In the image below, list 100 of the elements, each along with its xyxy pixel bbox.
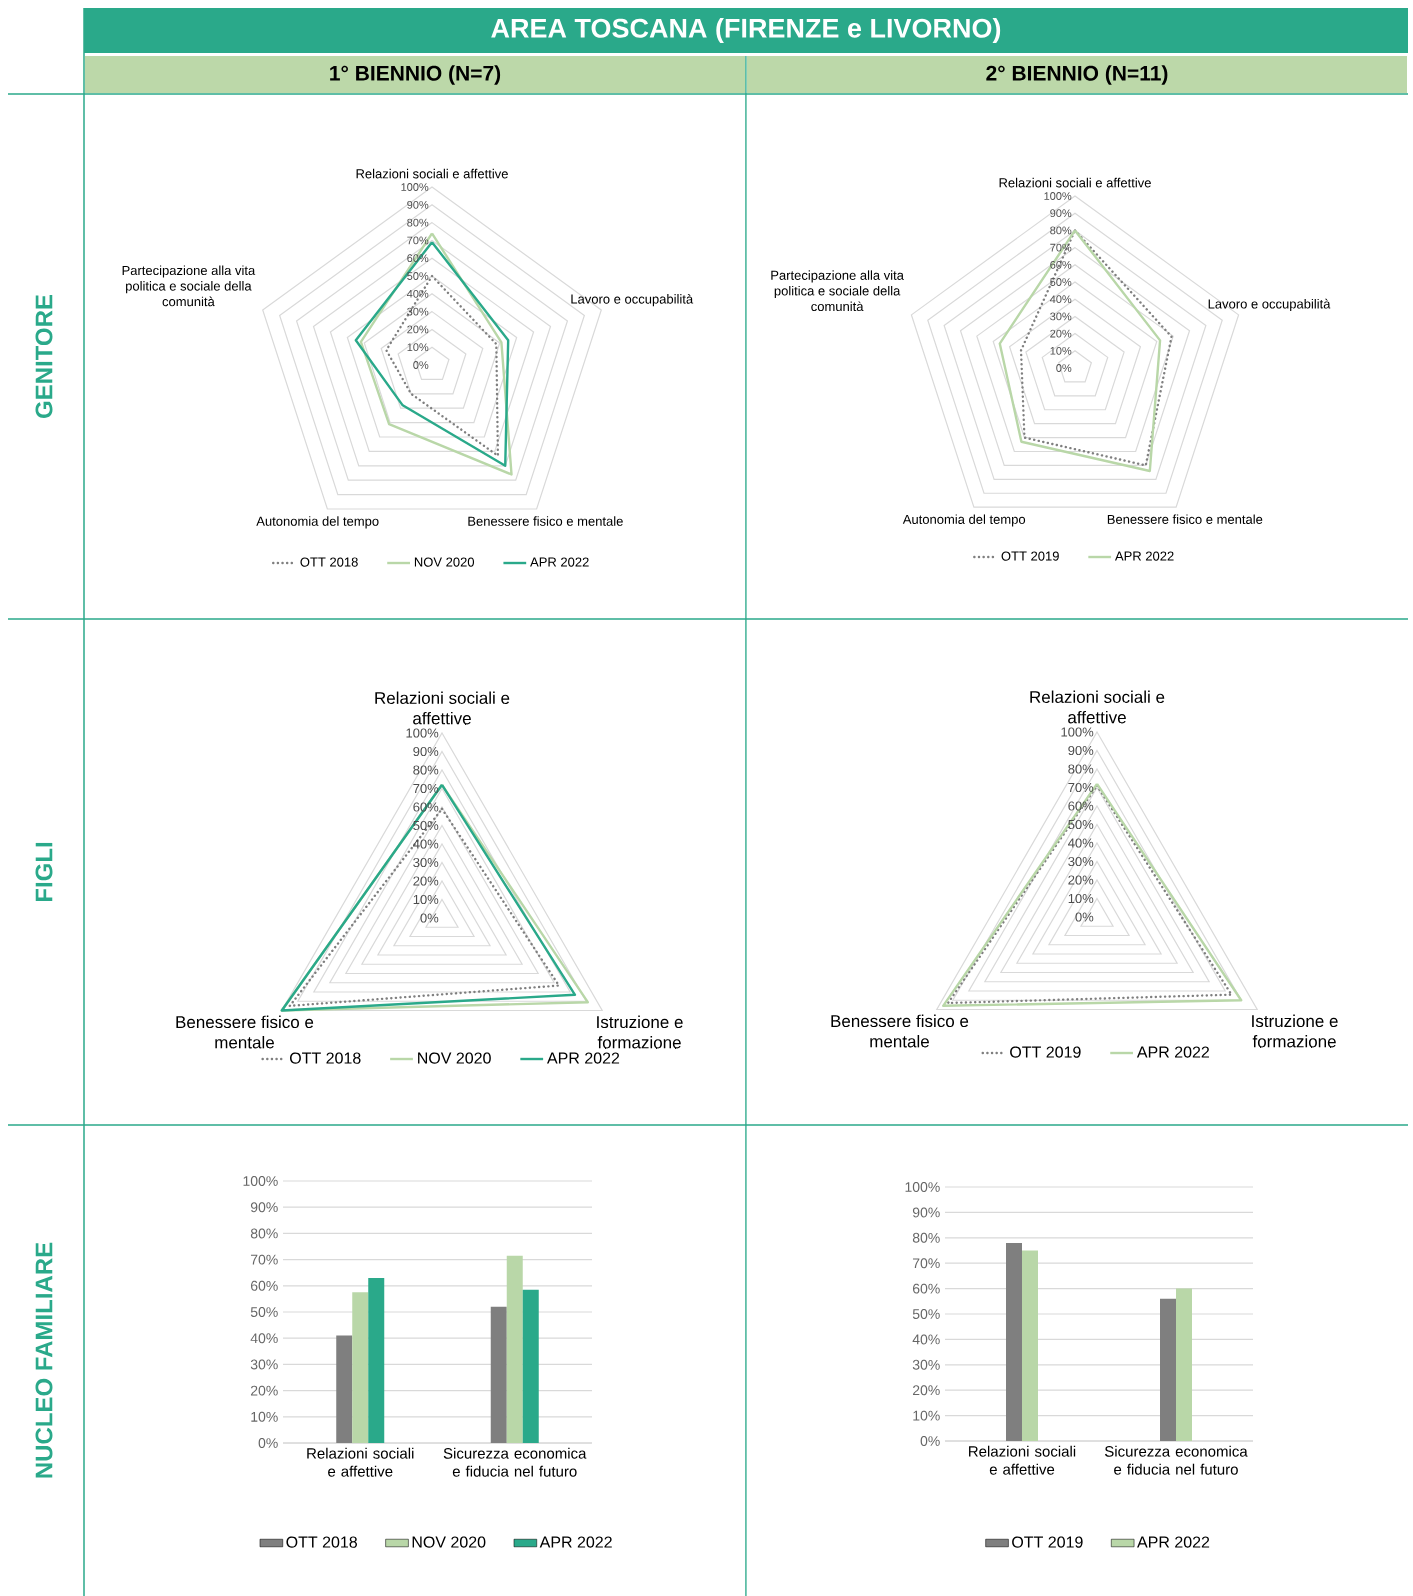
legend-label: APR 2022 bbox=[1136, 1046, 1209, 1058]
y-tick-label: 0% bbox=[420, 913, 439, 923]
y-tick-label: 40% bbox=[413, 839, 439, 849]
spoke-label: Autonomia del tempo bbox=[902, 514, 1026, 527]
y-tick-label: 50% bbox=[912, 1309, 940, 1319]
y-tick-label: 20% bbox=[407, 325, 429, 334]
y-tick-label: 70% bbox=[1068, 782, 1094, 793]
y-tick-label: 0% bbox=[258, 1438, 278, 1448]
y-tick-label: 50% bbox=[413, 820, 439, 831]
y-tick-label: 60% bbox=[250, 1280, 278, 1291]
legend-label: APR 2022 bbox=[530, 557, 589, 567]
y-tick-label: 80% bbox=[1068, 764, 1094, 774]
y-tick-label: 90% bbox=[1050, 209, 1072, 218]
y-tick-label: 70% bbox=[1050, 243, 1072, 252]
y-tick-label: 50% bbox=[1050, 278, 1072, 286]
y-tick-label: 100% bbox=[401, 183, 429, 191]
spoke-label: Benessere fisico e mentale bbox=[468, 516, 623, 526]
y-tick-label: 70% bbox=[413, 783, 439, 794]
y-tick-label: 20% bbox=[1068, 875, 1094, 885]
spoke-label: Autonomia del tempo bbox=[256, 516, 379, 529]
y-tick-label: 90% bbox=[250, 1202, 278, 1213]
y-tick-label: 30% bbox=[1068, 856, 1094, 867]
spoke-label: Partecipazione alla vita politica e sociale della comunità bbox=[122, 265, 256, 307]
y-tick-label: 20% bbox=[912, 1385, 940, 1396]
spoke-label: Lavoro e occupabilità bbox=[571, 293, 694, 307]
y-tick-label: 60% bbox=[1068, 801, 1094, 811]
y-tick-label: 30% bbox=[912, 1359, 940, 1370]
y-tick-label: 90% bbox=[413, 746, 439, 757]
spoke-label: Relazioni sociali e affettive bbox=[375, 691, 510, 725]
y-tick-label: 50% bbox=[407, 272, 429, 280]
y-tick-label: 90% bbox=[1068, 745, 1094, 756]
y-tick-label: 0% bbox=[1056, 364, 1072, 372]
spoke-label: Relazioni sociali e affettive bbox=[999, 177, 1151, 188]
bar bbox=[336, 1335, 353, 1444]
y-tick-label: 80% bbox=[413, 765, 439, 775]
y-tick-label: 90% bbox=[912, 1207, 940, 1218]
y-tick-label: 100% bbox=[1061, 727, 1094, 737]
spoke-label: Istruzione e formazione bbox=[597, 1015, 683, 1049]
bar bbox=[490, 1306, 507, 1444]
bar bbox=[522, 1289, 539, 1444]
spoke-label: Benessere fisico e mentale bbox=[1107, 514, 1263, 524]
y-tick-label: 10% bbox=[913, 1410, 940, 1421]
x-tick-label: Relazioni sociali e affettive bbox=[307, 1447, 414, 1477]
y-tick-label: 40% bbox=[1049, 295, 1072, 304]
legend-label: APR 2022 bbox=[547, 1052, 620, 1064]
spoke-label: Relazioni sociali e affettive bbox=[356, 168, 508, 179]
spoke-label: Relazioni sociali e affettive bbox=[1030, 690, 1165, 724]
y-tick-label: 90% bbox=[407, 200, 429, 209]
chart-subtitle: 2° BIENNIO (N=11) bbox=[986, 65, 1168, 85]
legend-label: OTT 2018 bbox=[286, 1536, 357, 1548]
x-tick-label: Sicurezza economica e fiducia nel futuro bbox=[443, 1447, 587, 1477]
bar bbox=[1022, 1250, 1038, 1442]
y-tick-label: 40% bbox=[1068, 838, 1094, 848]
y-tick-label: 60% bbox=[912, 1283, 940, 1294]
y-tick-label: 0% bbox=[1075, 912, 1094, 922]
y-tick-label: 70% bbox=[250, 1254, 278, 1265]
x-tick-label: Sicurezza economica e fiducia nel futuro bbox=[1104, 1445, 1248, 1475]
x-tick-label: Relazioni sociali e affettive bbox=[969, 1445, 1076, 1475]
y-tick-label: 20% bbox=[413, 876, 439, 886]
y-tick-label: 30% bbox=[250, 1359, 278, 1370]
spoke-label: Benessere fisico e mentale bbox=[176, 1015, 314, 1049]
y-tick-label: 100% bbox=[905, 1182, 940, 1192]
legend-label: NOV 2020 bbox=[418, 1052, 491, 1064]
y-tick-label: 10% bbox=[407, 343, 429, 352]
y-tick-label: 10% bbox=[251, 1411, 278, 1422]
text: NUCLEO FAMILIARE bbox=[35, 1242, 53, 1478]
y-tick-label: 20% bbox=[1050, 329, 1072, 338]
legend-label: OTT 2019 bbox=[1012, 1536, 1083, 1548]
y-tick-label: 10% bbox=[413, 894, 439, 905]
text: GENITORE bbox=[35, 294, 53, 418]
y-tick-label: 50% bbox=[250, 1307, 278, 1317]
legend-label: OTT 2018 bbox=[290, 1052, 361, 1064]
y-tick-label: 30% bbox=[407, 307, 429, 316]
y-tick-label: 100% bbox=[243, 1176, 278, 1186]
legend-label: NOV 2020 bbox=[412, 1536, 486, 1548]
legend-label: APR 2022 bbox=[539, 1536, 612, 1548]
y-tick-label: 40% bbox=[912, 1334, 940, 1345]
y-tick-label: 10% bbox=[1068, 893, 1094, 904]
y-tick-label: 20% bbox=[250, 1385, 278, 1396]
legend-label: OTT 2018 bbox=[300, 557, 358, 567]
spoke-label: Benessere fisico e mentale bbox=[831, 1014, 969, 1048]
bar bbox=[1160, 1298, 1176, 1442]
y-tick-label: 80% bbox=[407, 218, 429, 227]
legend-label: OTT 2019 bbox=[1010, 1046, 1081, 1058]
bar bbox=[1176, 1288, 1192, 1442]
y-tick-label: 100% bbox=[1044, 192, 1072, 200]
y-tick-label: 60% bbox=[1050, 260, 1072, 269]
y-tick-label: 80% bbox=[1050, 226, 1072, 235]
y-tick-label: 70% bbox=[407, 236, 429, 245]
text: FIGLI bbox=[35, 842, 53, 902]
spoke-label: Istruzione e formazione bbox=[1252, 1014, 1338, 1048]
y-tick-label: 50% bbox=[1068, 819, 1094, 830]
y-tick-label: 0% bbox=[920, 1436, 940, 1446]
legend-label: OTT 2019 bbox=[1001, 551, 1059, 561]
y-tick-label: 80% bbox=[250, 1228, 278, 1239]
y-tick-label: 30% bbox=[413, 857, 439, 868]
y-tick-label: 40% bbox=[406, 289, 429, 298]
legend-label: NOV 2020 bbox=[414, 557, 475, 567]
y-tick-label: 0% bbox=[413, 361, 429, 369]
legend-label: APR 2022 bbox=[1114, 551, 1174, 561]
